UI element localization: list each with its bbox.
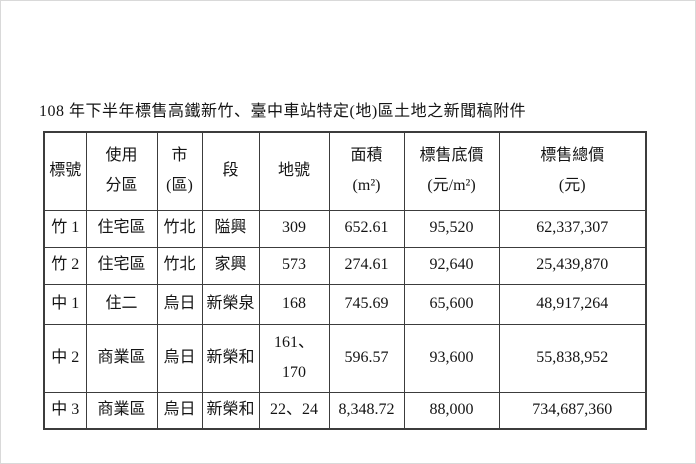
- cell-floor-price: 95,520: [403, 209, 500, 248]
- header-section: 段: [201, 131, 260, 211]
- cell-floor-price: 93,600: [403, 323, 500, 393]
- header-label-no: 標號: [43, 131, 87, 211]
- cell-lot-no: 573: [258, 246, 330, 285]
- cell-zoning: 商業區: [85, 323, 158, 393]
- header-lot-no: 地號: [258, 131, 330, 211]
- cell-zoning: 住宅區: [85, 246, 158, 285]
- cell-city-district: 烏日: [156, 391, 203, 430]
- cell-zoning: 住二: [85, 283, 158, 325]
- cell-city-district: 烏日: [156, 283, 203, 325]
- header-total-price: 標售總價 (元): [498, 131, 647, 211]
- cell-city-district: 竹北: [156, 209, 203, 248]
- cell-label-no: 竹 1: [43, 209, 87, 248]
- cell-label-no: 中 1: [43, 283, 87, 325]
- cell-total-price: 734,687,360: [498, 391, 647, 430]
- cell-section: 新榮和: [201, 391, 260, 430]
- cell-total-price: 62,337,307: [498, 209, 647, 248]
- cell-lot-no: 161、 170: [258, 323, 330, 393]
- cell-area: 274.61: [328, 246, 405, 285]
- cell-city-district: 竹北: [156, 246, 203, 285]
- cell-city-district: 烏日: [156, 323, 203, 393]
- table-header-row: 標號 使用 分區 市 (區) 段 地號 面積 (m²) 標售底價 (元/m²) …: [43, 131, 647, 211]
- table-row: 中 1 住二 烏日 新榮泉 168 745.69 65,600 48,917,2…: [43, 283, 647, 325]
- cell-section: 家興: [201, 246, 260, 285]
- cell-area: 745.69: [328, 283, 405, 325]
- cell-zoning: 住宅區: [85, 209, 158, 248]
- header-zoning: 使用 分區: [85, 131, 158, 211]
- cell-label-no: 中 3: [43, 391, 87, 430]
- table-row: 竹 2 住宅區 竹北 家興 573 274.61 92,640 25,439,8…: [43, 246, 647, 285]
- document-title: 108 年下半年標售高鐵新竹、臺中車站特定(地)區土地之新聞稿附件: [39, 103, 527, 120]
- cell-floor-price: 88,000: [403, 391, 500, 430]
- header-floor-price: 標售底價 (元/m²): [403, 131, 500, 211]
- cell-area: 596.57: [328, 323, 405, 393]
- cell-area: 652.61: [328, 209, 405, 248]
- table-row: 中 2 商業區 烏日 新榮和 161、 170 596.57 93,600 55…: [43, 323, 647, 393]
- table-row: 中 3 商業區 烏日 新榮和 22、24 8,348.72 88,000 734…: [43, 391, 647, 430]
- cell-floor-price: 92,640: [403, 246, 500, 285]
- cell-floor-price: 65,600: [403, 283, 500, 325]
- cell-zoning: 商業區: [85, 391, 158, 430]
- cell-lot-no: 309: [258, 209, 330, 248]
- cell-lot-no: 168: [258, 283, 330, 325]
- cell-section: 新榮泉: [201, 283, 260, 325]
- cell-section: 隘興: [201, 209, 260, 248]
- cell-area: 8,348.72: [328, 391, 405, 430]
- cell-total-price: 25,439,870: [498, 246, 647, 285]
- cell-total-price: 55,838,952: [498, 323, 647, 393]
- land-tender-table: 標號 使用 分區 市 (區) 段 地號 面積 (m²) 標售底價 (元/m²) …: [43, 131, 647, 430]
- cell-label-no: 中 2: [43, 323, 87, 393]
- table-row: 竹 1 住宅區 竹北 隘興 309 652.61 95,520 62,337,3…: [43, 209, 647, 248]
- cell-label-no: 竹 2: [43, 246, 87, 285]
- cell-lot-no: 22、24: [258, 391, 330, 430]
- cell-total-price: 48,917,264: [498, 283, 647, 325]
- cell-section: 新榮和: [201, 323, 260, 393]
- header-area: 面積 (m²): [328, 131, 405, 211]
- header-city-district: 市 (區): [156, 131, 203, 211]
